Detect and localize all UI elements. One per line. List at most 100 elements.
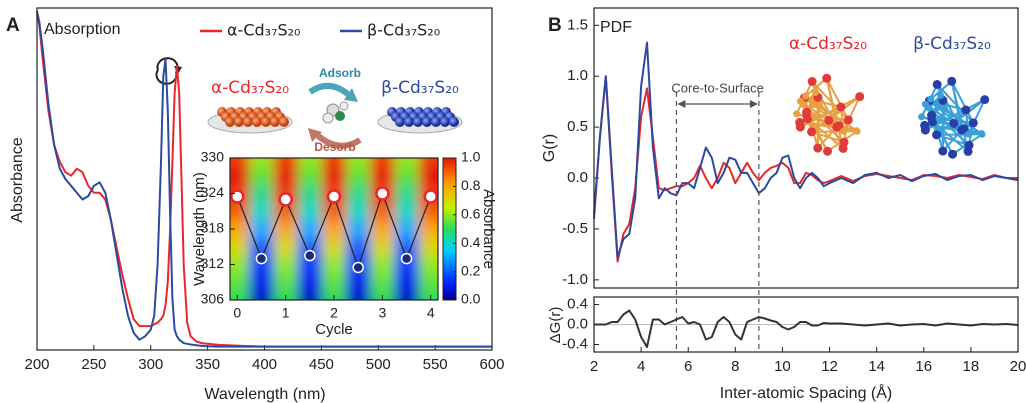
chart-title: PDF <box>600 19 632 36</box>
sphere <box>449 117 459 127</box>
y-tick-label: -1.0 <box>562 271 588 288</box>
atom <box>802 111 812 121</box>
heatmap-cell <box>370 237 395 257</box>
heatmap-cell <box>297 166 323 186</box>
colorbar-tick-label: 0.4 <box>461 234 481 250</box>
atom <box>932 79 942 89</box>
heatmap-cell <box>394 273 420 292</box>
x-tick-label: 550 <box>423 356 448 373</box>
bond <box>811 130 858 133</box>
x-tick-label: 4 <box>427 305 435 321</box>
sphere <box>234 117 244 127</box>
sphere <box>422 117 432 127</box>
x-axis-label: Wavelength (nm) <box>204 386 325 403</box>
x-tick-label: 0 <box>233 305 241 321</box>
heatmap-cell <box>346 291 371 300</box>
marker <box>304 249 316 262</box>
legend-label: β-Cd₃₇S₂₀ <box>367 21 440 40</box>
legend-label: α-Cd₃₇S₂₀ <box>227 21 300 40</box>
marker <box>255 252 268 265</box>
sphere <box>395 117 405 127</box>
sphere <box>270 117 280 127</box>
x-tick-label: 200 <box>24 356 49 373</box>
heatmap-cell <box>249 166 275 186</box>
atom <box>843 115 853 125</box>
sphere <box>261 117 271 127</box>
sphere <box>252 117 262 127</box>
y-tick-label: 306 <box>201 291 225 307</box>
x-tick-label: 1 <box>282 305 290 321</box>
heatmap-cell <box>394 255 420 274</box>
atom <box>795 122 805 132</box>
colorbar-tick-label: 0.8 <box>461 177 481 193</box>
heatmap-cell <box>249 255 275 274</box>
atom <box>948 149 958 159</box>
plot-frame <box>36 7 493 351</box>
heatmap-cell <box>230 291 250 300</box>
x-tick-label: 350 <box>195 356 220 373</box>
heatmap-cell <box>297 273 323 292</box>
heatmap-cell <box>297 184 323 203</box>
atom <box>927 114 937 124</box>
heatmap-cell <box>346 158 371 168</box>
x-tick-label: 10 <box>774 358 791 375</box>
heatmap-cell <box>346 166 371 186</box>
heatmap-cell <box>394 291 420 300</box>
heatmap-cell <box>321 166 347 186</box>
x-tick-label: 8 <box>731 358 739 375</box>
marker <box>400 252 413 265</box>
x-tick-label: 20 <box>1010 358 1026 375</box>
marker <box>375 186 390 201</box>
heatmap-cell <box>321 237 347 257</box>
bond <box>930 98 983 136</box>
atom <box>920 125 930 135</box>
annotation: α-Cd₃₇S₂₀ <box>211 78 289 98</box>
sphere <box>440 117 450 127</box>
atom <box>802 92 810 100</box>
sphere <box>225 117 235 127</box>
annotation: Desorb <box>314 140 355 154</box>
series-line <box>593 41 1019 259</box>
y-tick-label: 0.4 <box>567 295 588 312</box>
x-tick-label: 250 <box>81 356 106 373</box>
heatmap-cell <box>297 255 323 274</box>
y-tick-label: 0.0 <box>567 315 588 332</box>
heatmap-cell <box>249 273 275 292</box>
heatmap-cell <box>273 166 299 186</box>
heatmap-cell <box>346 273 371 292</box>
atom <box>968 118 978 128</box>
heatmap-cell <box>230 166 250 186</box>
heatmap-cell <box>418 158 438 168</box>
plot-frame <box>593 7 1019 289</box>
marker <box>352 261 364 274</box>
atom <box>793 110 801 118</box>
panel-label: A <box>6 15 20 36</box>
marker <box>326 189 342 204</box>
heatmap-cell <box>394 166 420 186</box>
x-axis-label: Inter-atomic Spacing (Å) <box>720 383 893 402</box>
atom <box>812 88 820 96</box>
colorbar-tick-label: 0.2 <box>461 262 481 278</box>
bond <box>805 95 858 133</box>
heatmap-cell <box>297 291 323 300</box>
sphere <box>431 117 441 127</box>
y-tick-label: -0.5 <box>562 220 588 237</box>
colorbar <box>442 157 457 301</box>
heatmap-cell <box>230 255 250 274</box>
atom <box>807 127 817 137</box>
heatmap-cell <box>394 184 420 203</box>
sphere <box>279 117 289 127</box>
annotation: Core-to-Surface <box>671 80 763 95</box>
heatmap-cell <box>297 220 323 239</box>
y-tick-label: -0.4 <box>562 335 588 352</box>
marker <box>423 189 438 204</box>
x-tick-label: 12 <box>821 358 838 375</box>
atom <box>832 122 842 132</box>
bond <box>942 129 963 152</box>
colorbar-tick-label: 1.0 <box>461 149 481 165</box>
illustration <box>155 57 463 149</box>
plot-area <box>36 11 492 348</box>
y-tick-label: 0.5 <box>567 118 588 135</box>
x-tick-label: 600 <box>479 356 504 373</box>
bond <box>811 80 850 121</box>
